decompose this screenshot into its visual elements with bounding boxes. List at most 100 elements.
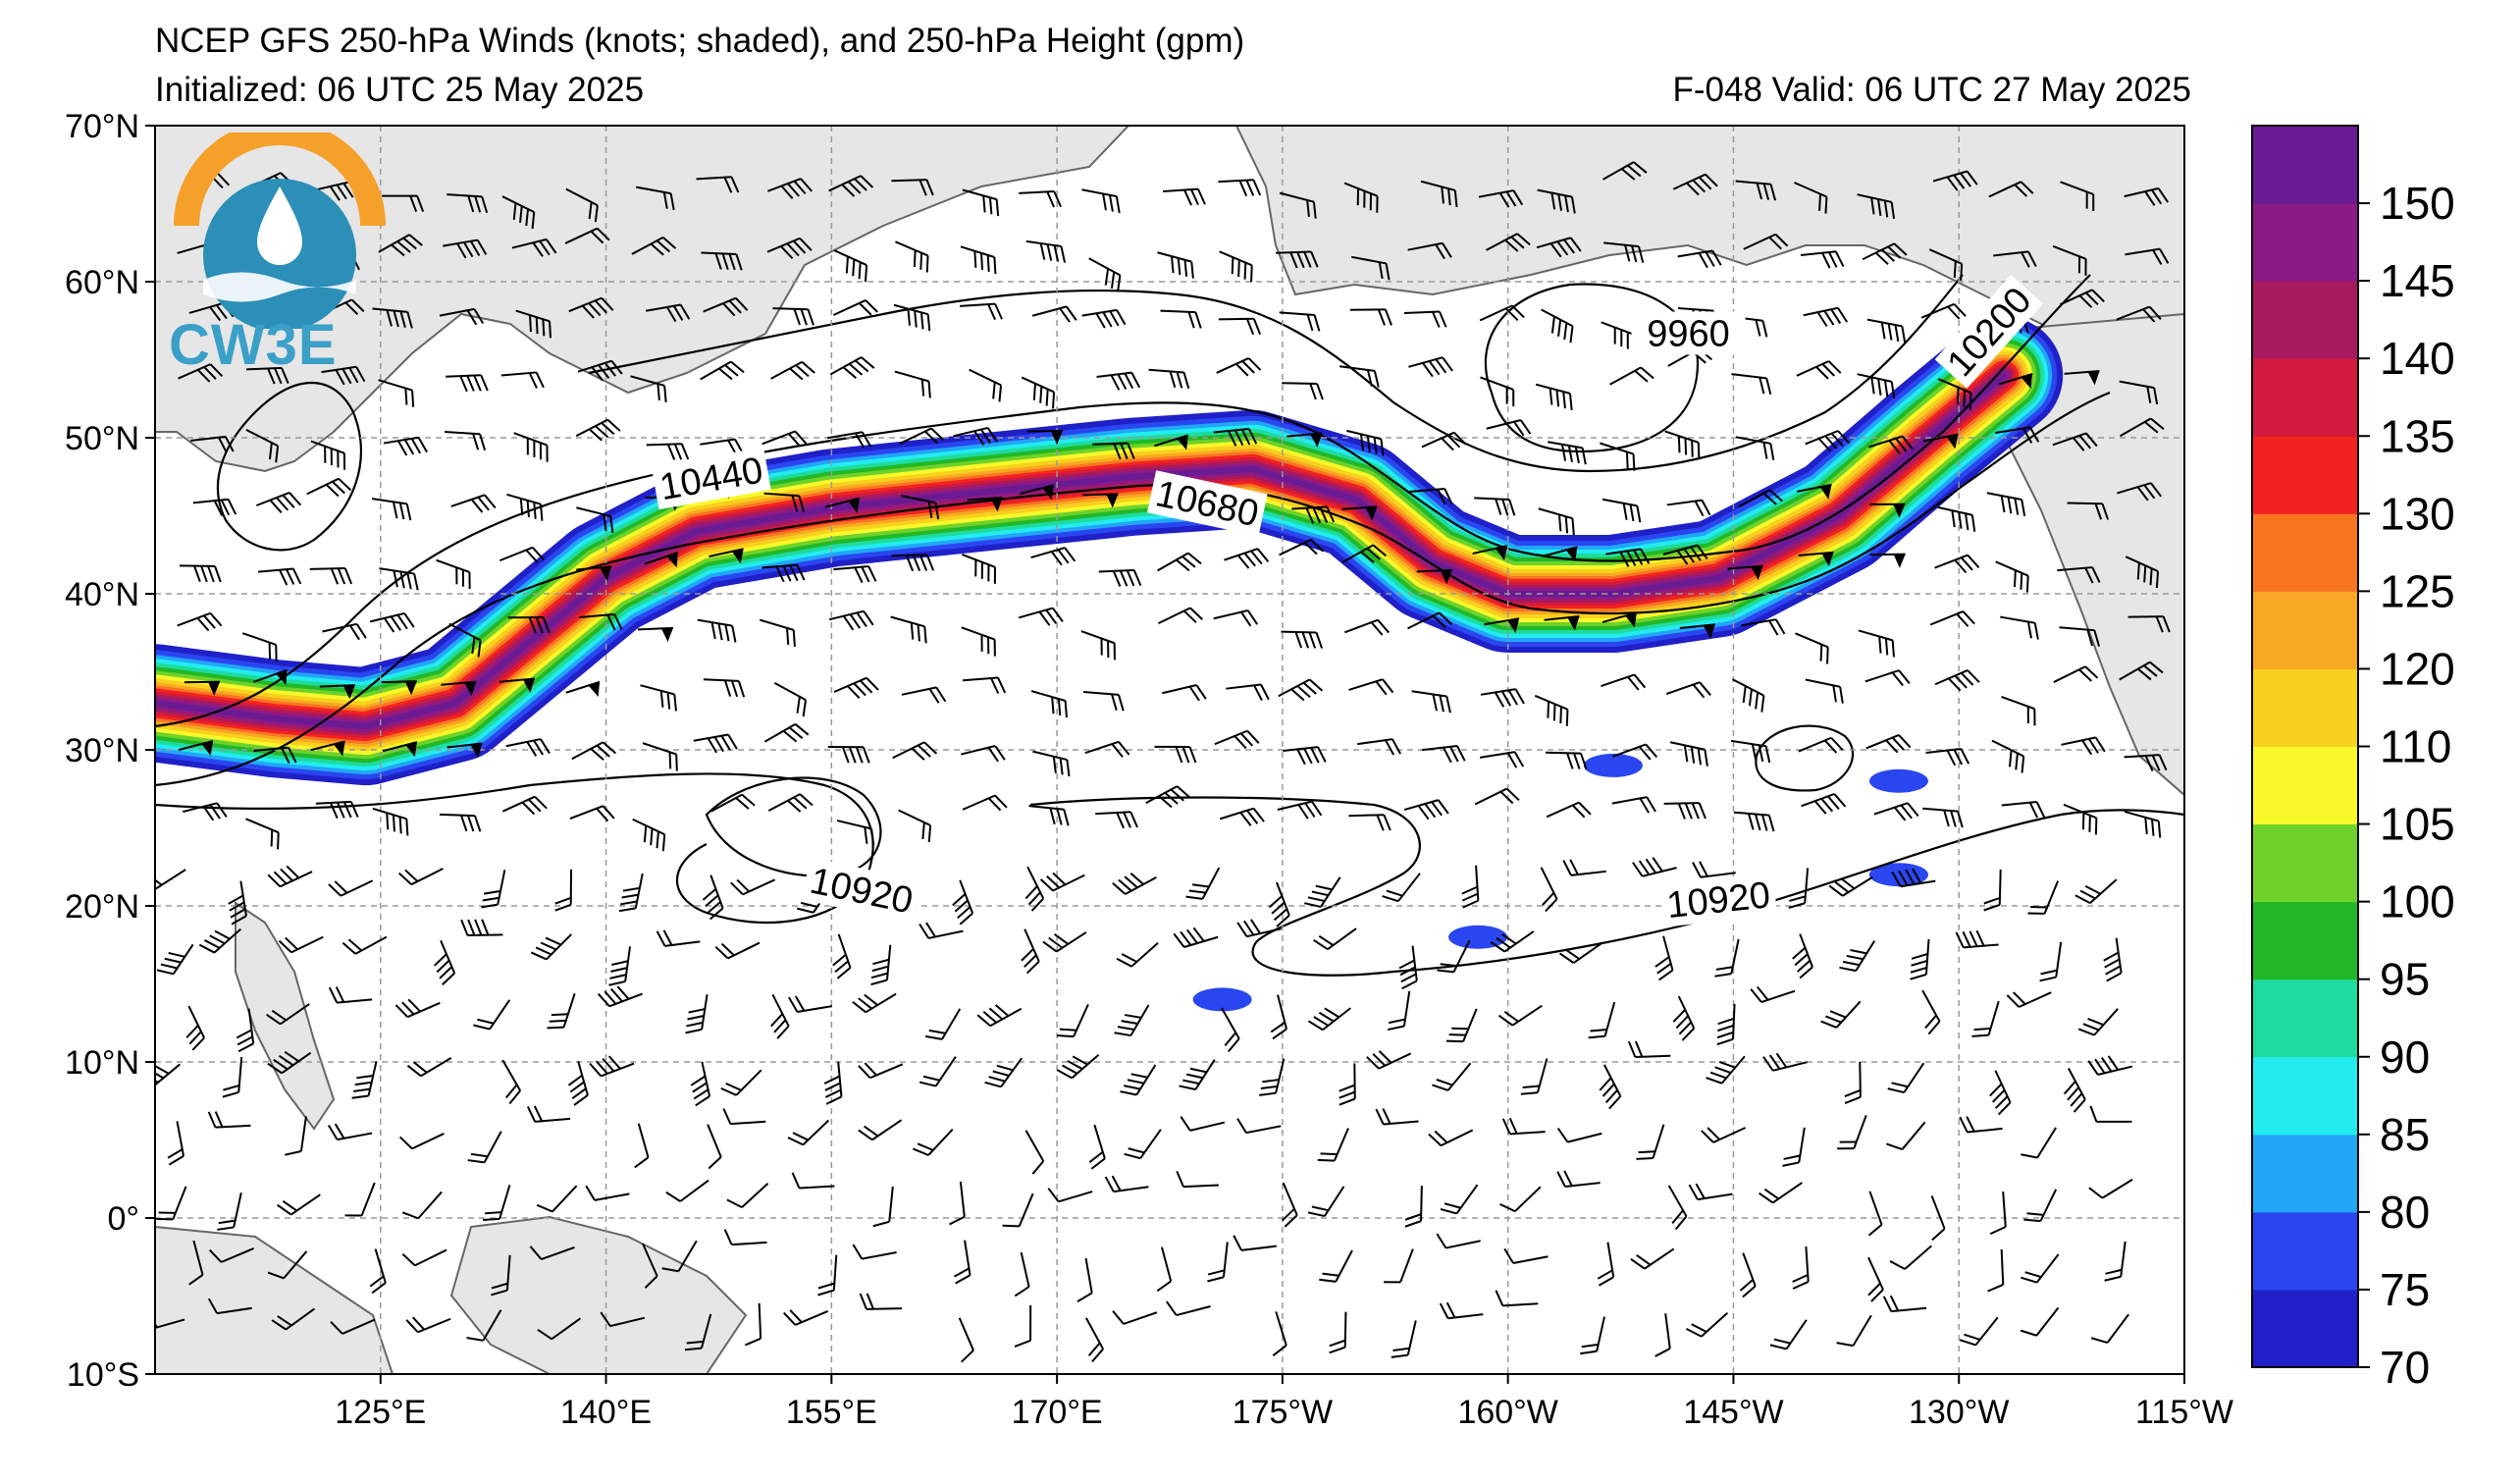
wind-barb xyxy=(1116,942,1159,968)
wind-barb xyxy=(1891,868,1936,888)
lon-tick-label: 130°W xyxy=(1909,1394,2009,1431)
wind-barb xyxy=(1688,1183,1733,1201)
wind-barb xyxy=(1490,930,1535,953)
wind-barb xyxy=(919,922,964,939)
wind-barb xyxy=(1346,429,1385,456)
wind-barb xyxy=(2124,186,2169,206)
wind-barb xyxy=(1782,1127,1806,1167)
wind-barb xyxy=(1499,1186,1542,1213)
wind-barb xyxy=(827,431,872,449)
wind-barb xyxy=(1276,250,1319,269)
contour-small-closed xyxy=(1755,724,1855,792)
contour-10920-east xyxy=(1029,796,2184,977)
wind-barb xyxy=(1461,865,1480,909)
wind-barb xyxy=(1180,1116,1226,1132)
wind-barb xyxy=(1535,383,1573,410)
lat-tick-label: 10°N xyxy=(65,1044,139,1082)
wind-barb xyxy=(1348,814,1391,831)
wind-barb xyxy=(1042,931,1087,953)
wind-patch xyxy=(1583,753,1643,777)
wind-barb xyxy=(1612,743,1658,761)
wind-barb xyxy=(772,307,814,326)
wind-barb xyxy=(1677,249,1722,269)
wind-barb xyxy=(344,1182,376,1217)
wind-barb xyxy=(1600,442,1636,471)
wind-barb xyxy=(1081,188,1121,214)
wind-barb xyxy=(899,427,945,446)
wind-barb xyxy=(207,1298,252,1315)
wind-barb xyxy=(726,1182,769,1208)
wind-barb xyxy=(500,371,545,389)
wind-barb xyxy=(448,622,482,658)
lon-tick-label: 155°E xyxy=(786,1394,877,1431)
wind-barb xyxy=(1259,1058,1286,1096)
wind-barb xyxy=(1937,378,1972,410)
wind-barb xyxy=(1738,489,1783,508)
wind-barb xyxy=(183,802,228,821)
wind-barb xyxy=(1796,360,1842,380)
wind-barb xyxy=(2067,502,2110,520)
wind-barb xyxy=(892,741,938,761)
wind-barb xyxy=(773,682,808,717)
wind-barb xyxy=(1601,161,1648,181)
wind-barb xyxy=(894,370,931,398)
wind-barb xyxy=(378,379,415,407)
wind-barb xyxy=(1959,1116,2003,1134)
valid-time: F-048 Valid: 06 UTC 27 May 2025 xyxy=(1672,71,2191,109)
wind-barb xyxy=(1329,1311,1347,1354)
axis-ticks: 70°N 60°N 50°N 40°N 30°N 20°N 10°N 0° 10°S 125°E 1… xyxy=(65,108,2233,1431)
wind-barb xyxy=(1025,239,1067,263)
wind-barb xyxy=(1544,615,1580,631)
land-indonesia xyxy=(155,1225,394,1374)
wind-barb xyxy=(1407,241,1452,260)
wind-barb xyxy=(1547,441,1587,465)
wind-barb xyxy=(1348,678,1394,696)
wind-barb xyxy=(1162,187,1206,206)
lat-tick-label: 70°N xyxy=(65,108,139,145)
wind-barb xyxy=(2059,626,2101,647)
wind-barb xyxy=(330,1318,376,1335)
wind-barb xyxy=(2119,661,2164,681)
wind-barb xyxy=(1278,678,1324,702)
wind-barb xyxy=(1603,241,1645,263)
wind-barb xyxy=(1543,546,1578,562)
wind-barb xyxy=(1158,607,1203,625)
wind-barb xyxy=(723,1229,767,1246)
wind-barb xyxy=(1995,426,2040,444)
wind-barb xyxy=(443,238,488,259)
logo-wave xyxy=(203,272,356,302)
wind-barb xyxy=(984,1057,1023,1088)
wind-barb xyxy=(636,185,675,211)
wind-barb xyxy=(859,1293,902,1310)
wind-barb xyxy=(1439,1301,1484,1320)
wind-barb xyxy=(1104,1175,1149,1193)
wind-barb xyxy=(1988,181,2034,198)
wind-barb xyxy=(1867,1256,1884,1302)
wind-barb xyxy=(1411,690,1451,714)
wind-barb xyxy=(1279,311,1321,332)
wind-barb xyxy=(1795,632,1829,664)
wind-barb xyxy=(2053,665,2099,683)
wind-barb xyxy=(898,809,932,843)
wind-barb xyxy=(600,1311,646,1328)
wind-barb xyxy=(767,793,814,813)
wind-barb xyxy=(836,820,875,846)
wind-barb xyxy=(1176,1170,1219,1189)
wind-barb xyxy=(576,506,614,534)
wind-barb xyxy=(2052,244,2087,276)
wind-barb xyxy=(1083,690,1125,712)
wind-barb xyxy=(547,993,576,1030)
wind-barb xyxy=(1479,304,1525,322)
wind-barb xyxy=(513,432,549,462)
wind-barb xyxy=(1279,191,1317,219)
wind-barb xyxy=(782,1309,829,1326)
wind-barb xyxy=(1030,690,1068,718)
wind-barb xyxy=(1993,250,2037,268)
lat-tick-label: 10°S xyxy=(67,1356,139,1394)
colorbar-label: 75 xyxy=(2380,1264,2430,1315)
jet-streak-shading xyxy=(155,316,2064,1012)
wind-barb xyxy=(634,1123,650,1169)
wind-barb xyxy=(953,426,999,446)
wind-barb xyxy=(2021,1127,2057,1159)
wind-barb xyxy=(1601,673,1647,691)
